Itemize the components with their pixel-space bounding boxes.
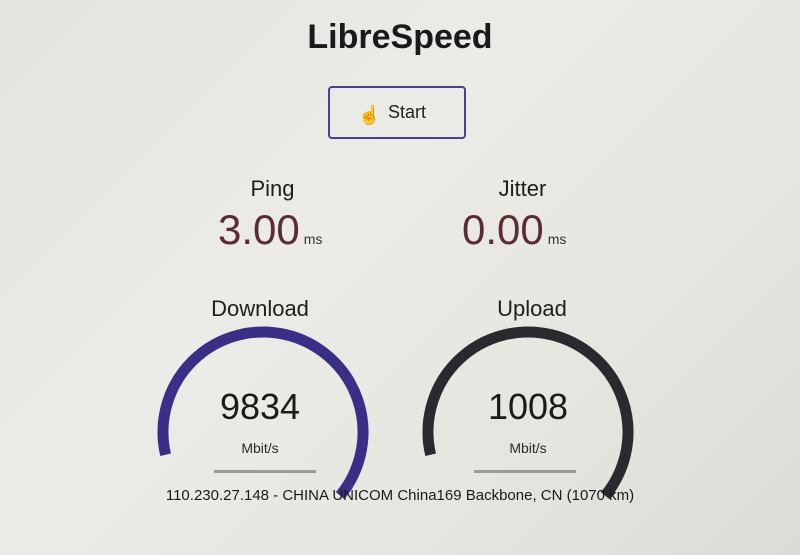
start-button[interactable]: ☝ Start — [328, 86, 466, 139]
upload-value: 1008 — [487, 386, 569, 427]
download-label: Download — [211, 296, 309, 321]
start-button-label: Start — [387, 102, 426, 122]
server-info: 110.230.27.148 - CHINA UNICOM China169 B… — [165, 487, 635, 504]
upload-progress-bar — [474, 470, 576, 473]
jitter-value: 0.00 — [462, 206, 544, 253]
upload-unit: Mbit/s — [509, 440, 547, 456]
jitter-value-group: 0.00 ms — [462, 206, 566, 254]
ping-value: 3.00 — [218, 206, 300, 253]
jitter-label: Jitter — [498, 176, 547, 201]
download-value: 9834 — [219, 386, 301, 427]
download-unit: Mbit/s — [241, 440, 279, 456]
download-progress-bar — [214, 470, 316, 473]
ping-unit: ms — [303, 231, 323, 247]
upload-label: Upload — [497, 296, 567, 321]
jitter-unit: ms — [547, 231, 567, 247]
app-title: LibreSpeed — [307, 18, 493, 56]
upload-gauge-arc — [422, 326, 634, 500]
ping-value-group: 3.00 ms — [218, 206, 322, 254]
hand-pointer-icon: ☝ — [358, 105, 381, 125]
download-gauge-arc — [157, 326, 369, 500]
ping-label: Ping — [250, 176, 295, 201]
